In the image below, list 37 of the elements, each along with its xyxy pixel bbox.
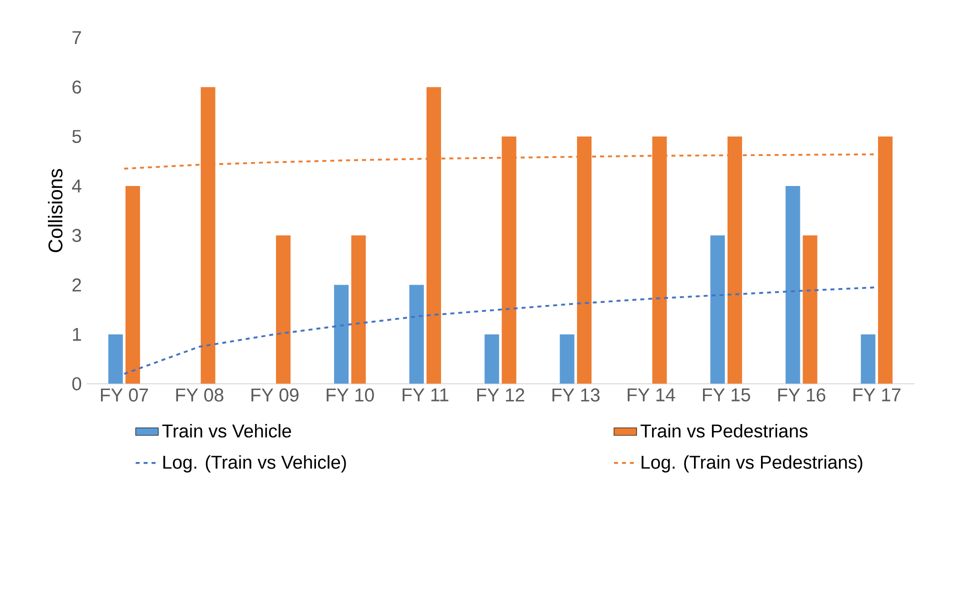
y-tick-label: 6 (72, 80, 82, 94)
x-tick-label: FY 14 (628, 388, 676, 401)
y-tick-label: 3 (72, 228, 82, 242)
bar (786, 186, 800, 384)
x-tick-label: FY 17 (854, 388, 900, 401)
y-tick-label: 1 (72, 328, 81, 340)
bar (409, 284, 424, 384)
bar (860, 334, 876, 384)
bar (125, 186, 140, 384)
bar (560, 334, 574, 384)
legend-label: Train vs Vehicle (162, 424, 292, 438)
y-tick-label: 4 (72, 179, 82, 192)
y-tick-label: 2 (72, 278, 81, 292)
x-tick-label: FY 15 (703, 388, 750, 402)
y-tick-label: 0 (72, 376, 82, 390)
bar (878, 136, 893, 384)
legend-label: Log. (Train vs Pedestrians) (642, 454, 862, 472)
x-tick-label: FY 13 (552, 388, 600, 402)
y-tick-label: 5 (72, 130, 82, 143)
bar (710, 235, 725, 384)
x-tick-label: FY 08 (176, 388, 224, 402)
bar (334, 284, 349, 384)
bar (351, 235, 366, 384)
bar (802, 235, 818, 384)
y-axis-title: Collisions (48, 168, 62, 252)
x-tick-label: FY 07 (100, 388, 148, 402)
x-tick-label: FY 11 (402, 388, 448, 401)
legend-label: Log. (Train vs Vehicle) (163, 454, 346, 472)
bar (276, 235, 291, 384)
legend-label: Train vs Pedestrians (640, 424, 808, 438)
y-tick-label: 7 (72, 31, 81, 44)
bar (108, 334, 123, 384)
x-tick-label: FY 10 (326, 388, 374, 402)
x-tick-label: FY 16 (778, 388, 826, 402)
x-tick-label: FY 09 (252, 388, 298, 402)
x-tick-label: FY 12 (477, 388, 524, 402)
bar (484, 334, 500, 384)
